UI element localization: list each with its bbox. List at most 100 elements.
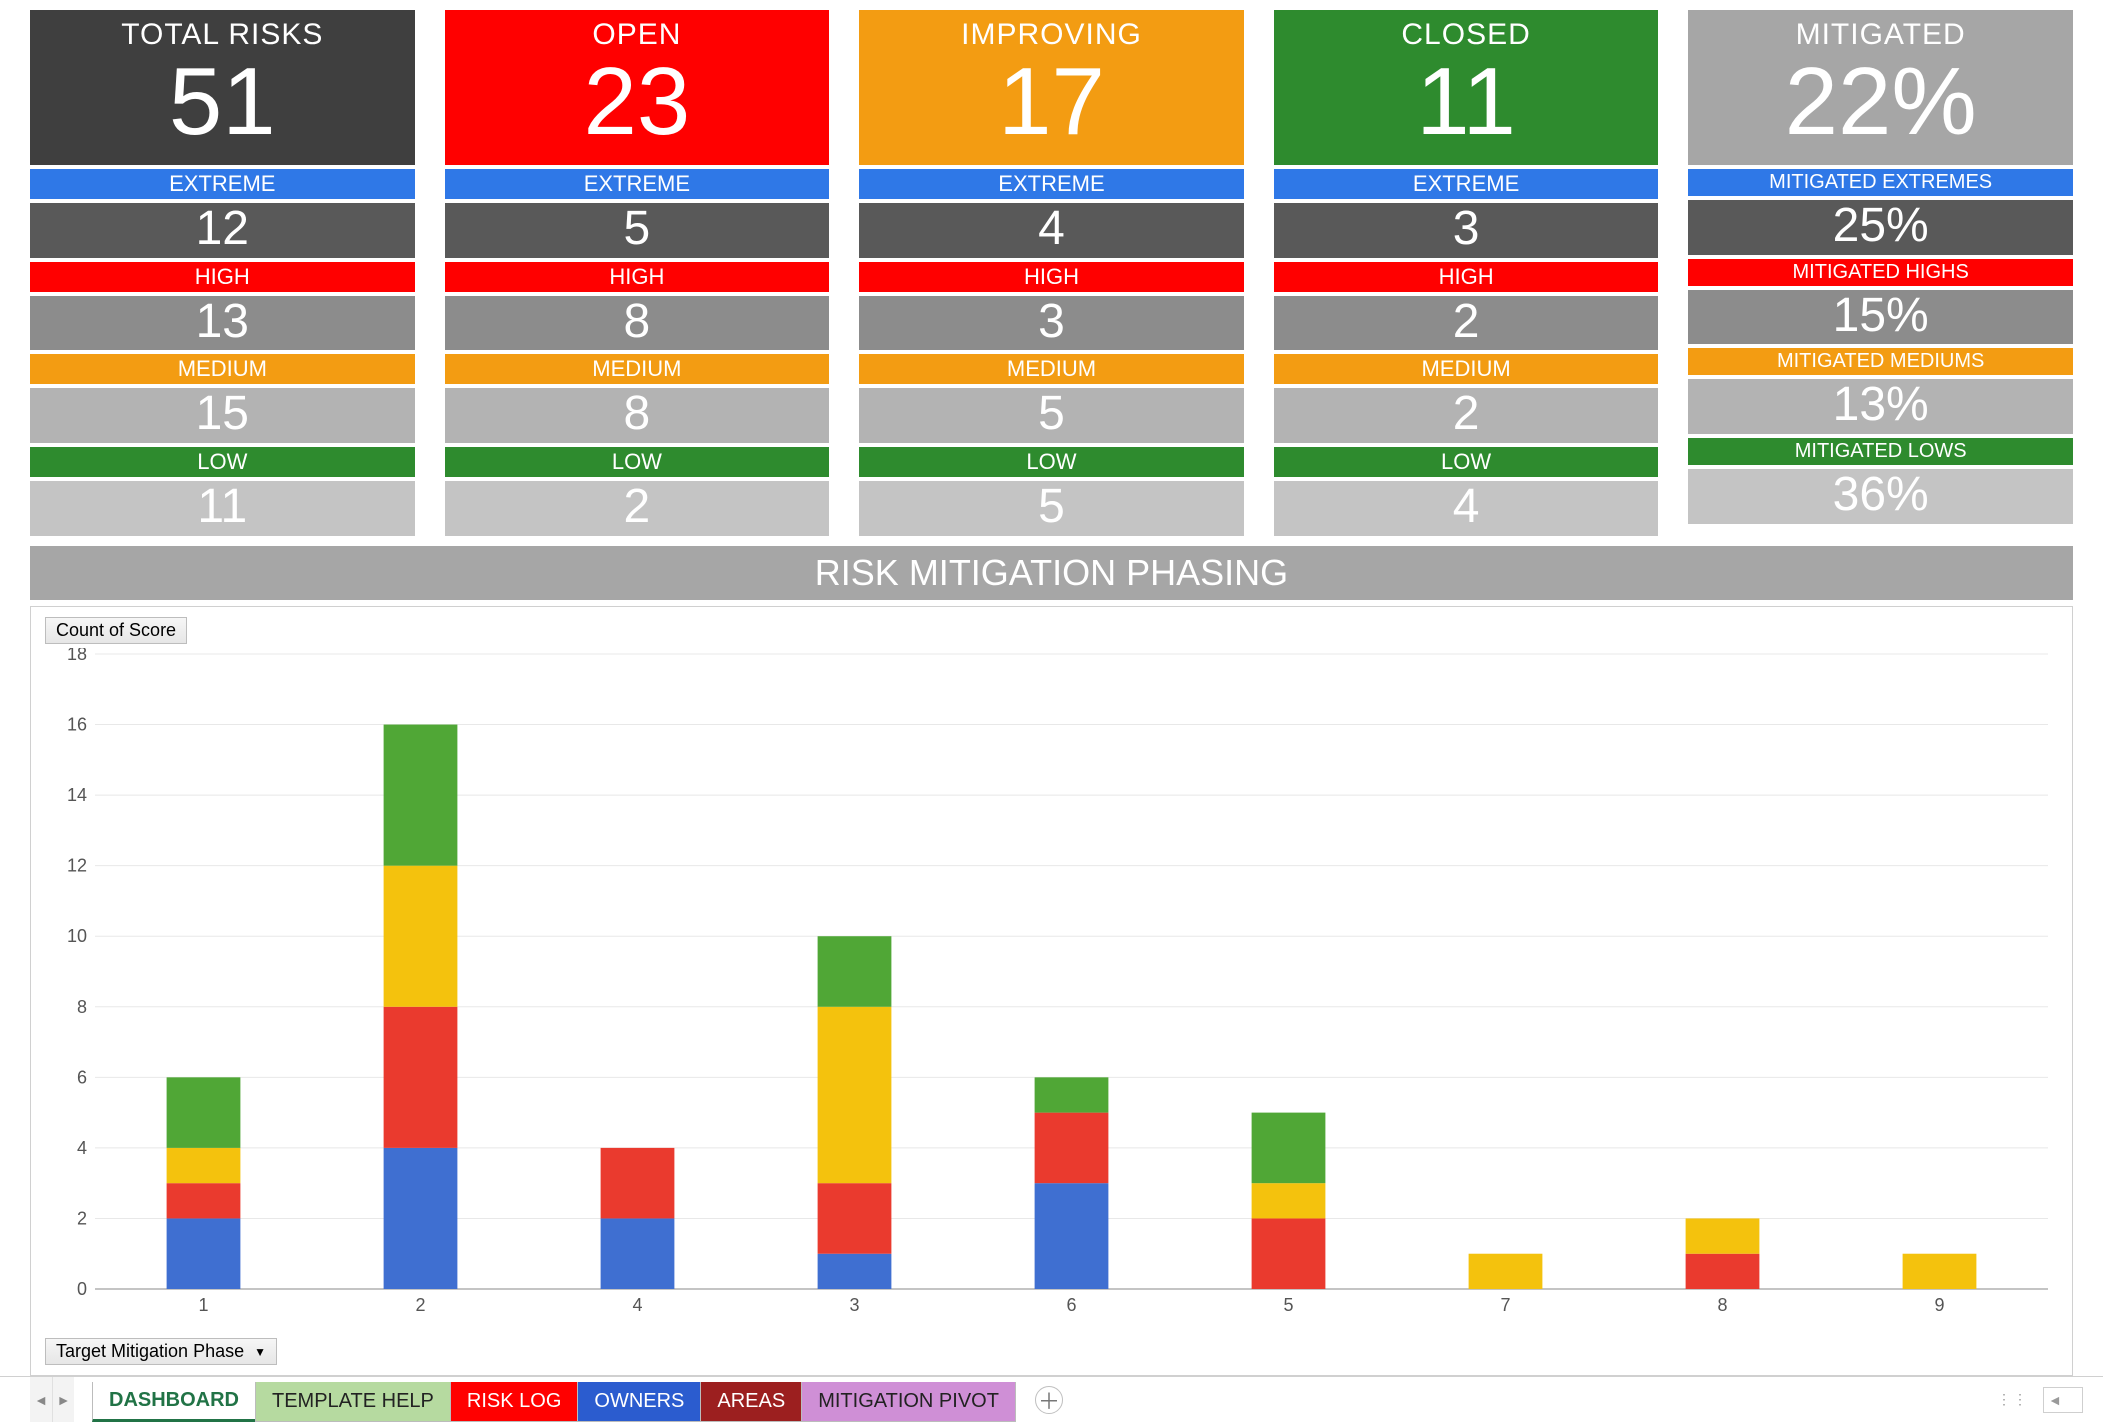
breakdown-value-extreme: 4 [859,203,1244,258]
svg-text:9: 9 [1934,1295,1944,1315]
breakdown-tag-extreme: EXTREME [1274,169,1659,199]
sheet-tabs: DASHBOARDTEMPLATE HELPRISK LOGOWNERSAREA… [92,1377,1015,1422]
svg-text:18: 18 [67,648,87,664]
target-mitigation-phase-filter[interactable]: Target Mitigation Phase ▼ [45,1338,277,1365]
bar-6-green [1035,1077,1109,1112]
horizontal-scroll-stub[interactable]: ◄ [2043,1387,2083,1413]
breakdown-value-extreme: 25% [1688,200,2073,255]
summary-value: 22% [1785,52,1977,153]
sheet-tab-template-help[interactable]: TEMPLATE HELP [255,1382,451,1422]
bar-2-red [384,1007,458,1148]
tab-resize-grip[interactable]: ⋮⋮ [1997,1391,2029,1408]
tab-scroll-left[interactable]: ◄ [30,1377,52,1422]
breakdown-col-3: EXTREME3HIGH2MEDIUM2LOW4 [1274,169,1659,536]
breakdown-tag-medium: MEDIUM [1274,354,1659,384]
sheet-tab-mitigation-pivot[interactable]: MITIGATION PIVOT [801,1382,1016,1422]
svg-text:16: 16 [67,715,87,735]
bar-4-red [601,1148,675,1219]
count-of-score-button[interactable]: Count of Score [45,617,187,644]
breakdown-value-low: 2 [445,481,830,536]
svg-text:2: 2 [77,1208,87,1228]
breakdown-col-4: MITIGATED EXTREMES25%MITIGATED HIGHS15%M… [1688,169,2073,536]
breakdown-tag-low: LOW [445,447,830,477]
new-sheet-button[interactable]: ＋ [1035,1386,1063,1414]
breakdown-tag-high: MITIGATED HIGHS [1688,259,2073,286]
sheet-tab-risk-log[interactable]: RISK LOG [450,1382,578,1422]
svg-text:7: 7 [1500,1295,1510,1315]
tab-scroll-right[interactable]: ► [52,1377,74,1422]
bar-5-red [1252,1218,1326,1289]
summary-value: 23 [584,52,691,153]
bar-8-red [1686,1254,1760,1289]
svg-text:6: 6 [1066,1295,1076,1315]
sheet-tab-areas[interactable]: AREAS [700,1382,802,1422]
breakdown-value-extreme: 3 [1274,203,1659,258]
svg-text:6: 6 [77,1067,87,1087]
chevron-down-icon: ▼ [254,1345,266,1359]
breakdown-tag-medium: MEDIUM [859,354,1244,384]
bar-3-yellow [818,1007,892,1183]
breakdown-value-high: 15% [1688,290,2073,345]
svg-text:3: 3 [849,1295,859,1315]
bar-1-red [167,1183,241,1218]
svg-text:5: 5 [1283,1295,1293,1315]
breakdown-value-medium: 5 [859,388,1244,443]
breakdown-tag-low: LOW [30,447,415,477]
bar-2-blue [384,1148,458,1289]
breakdown-value-medium: 2 [1274,388,1659,443]
svg-text:0: 0 [77,1279,87,1299]
svg-text:1: 1 [198,1295,208,1315]
breakdown-tag-low: LOW [859,447,1244,477]
breakdown-tag-extreme: EXTREME [859,169,1244,199]
bar-5-green [1252,1113,1326,1184]
svg-text:10: 10 [67,926,87,946]
breakdown-value-low: 5 [859,481,1244,536]
breakdown-tag-extreme: EXTREME [30,169,415,199]
svg-text:4: 4 [77,1138,87,1158]
summary-value: 11 [1416,52,1516,153]
breakdown-col-0: EXTREME12HIGH13MEDIUM15LOW11 [30,169,415,536]
bar-2-yellow [384,866,458,1007]
breakdown-value-extreme: 5 [445,203,830,258]
svg-text:4: 4 [632,1295,642,1315]
breakdown-tag-high: HIGH [445,262,830,292]
breakdown-col-1: EXTREME5HIGH8MEDIUM8LOW2 [445,169,830,536]
breakdown-tag-high: HIGH [30,262,415,292]
summary-label: OPEN [592,18,681,52]
breakdown-tag-high: HIGH [859,262,1244,292]
summary-card-total-risks: TOTAL RISKS51 [30,10,415,165]
bar-1-blue [167,1218,241,1289]
breakdown-value-low: 11 [30,481,415,536]
summary-value: 17 [998,52,1105,153]
bar-5-yellow [1252,1183,1326,1218]
breakdown-col-2: EXTREME4HIGH3MEDIUM5LOW5 [859,169,1244,536]
bar-3-red [818,1183,892,1254]
breakdown-value-medium: 15 [30,388,415,443]
summary-label: MITIGATED [1796,18,1966,52]
breakdown-value-medium: 8 [445,388,830,443]
breakdown-tag-high: HIGH [1274,262,1659,292]
breakdown-tag-extreme: EXTREME [445,169,830,199]
bar-1-yellow [167,1148,241,1183]
summary-value: 51 [169,52,276,153]
svg-text:14: 14 [67,785,87,805]
breakdown-value-high: 2 [1274,296,1659,351]
breakdown-value-low: 36% [1688,469,2073,524]
svg-text:2: 2 [415,1295,425,1315]
summary-card-closed: CLOSED11 [1274,10,1659,165]
bar-6-red [1035,1113,1109,1184]
breakdown-value-high: 8 [445,296,830,351]
breakdown-tag-low: LOW [1274,447,1659,477]
bar-2-green [384,725,458,866]
svg-text:12: 12 [67,856,87,876]
breakdown-tag-medium: MEDIUM [30,354,415,384]
breakdown-value-extreme: 12 [30,203,415,258]
bar-9-yellow [1903,1254,1977,1289]
sheet-tab-dashboard[interactable]: DASHBOARD [92,1382,256,1422]
breakdown-tag-medium: MEDIUM [445,354,830,384]
summary-card-mitigated: MITIGATED22% [1688,10,2073,165]
bar-6-blue [1035,1183,1109,1289]
sheet-tab-bar: ◄ ► DASHBOARDTEMPLATE HELPRISK LOGOWNERS… [0,1376,2103,1422]
summary-cards-row: TOTAL RISKS51OPEN23IMPROVING17CLOSED11MI… [30,10,2073,165]
sheet-tab-owners[interactable]: OWNERS [577,1382,701,1422]
